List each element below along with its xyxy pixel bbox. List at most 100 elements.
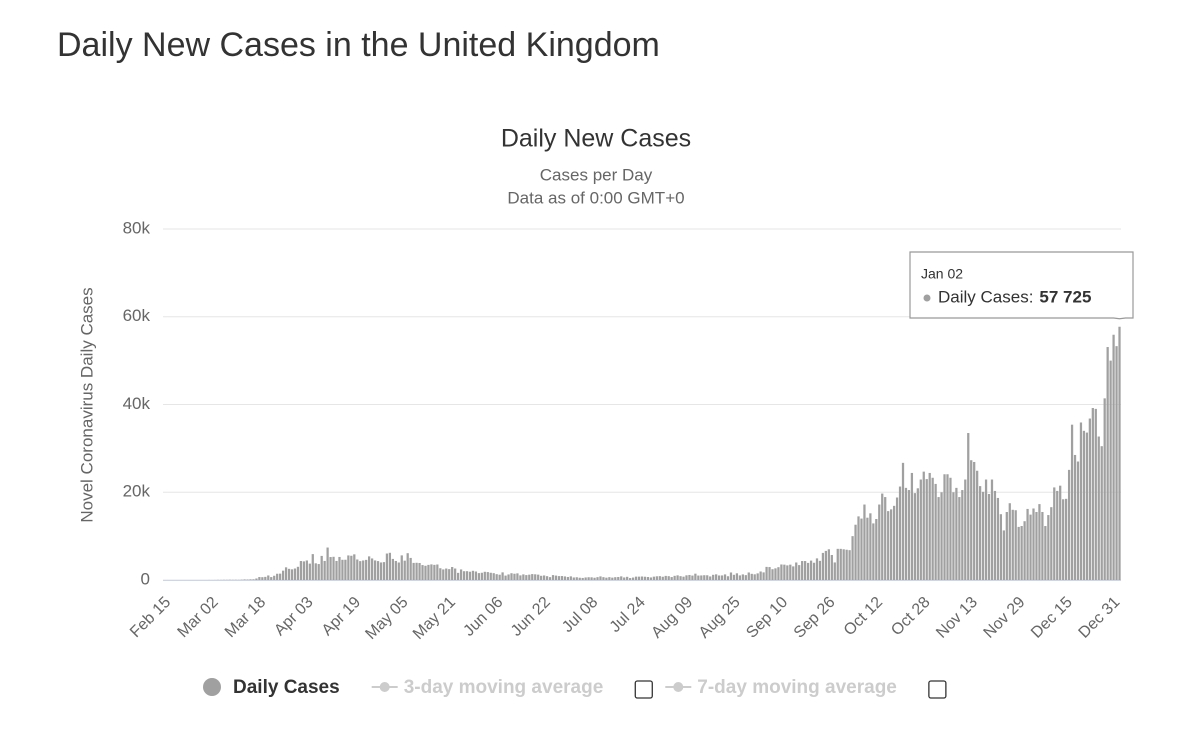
bar	[792, 566, 794, 580]
bar	[499, 575, 501, 580]
legend-item[interactable]: 3-day moving average	[372, 677, 604, 698]
bar	[386, 554, 388, 580]
bar	[1065, 499, 1067, 580]
bar	[614, 577, 616, 580]
y-axis-label: Novel Coronavirus Daily Cases	[77, 287, 96, 522]
bar	[715, 574, 717, 580]
bar	[1080, 422, 1082, 580]
chart-subtitle: Cases per Day	[540, 165, 653, 184]
bar	[324, 561, 326, 580]
x-tick-label: Jun 22	[508, 594, 554, 640]
bar	[816, 558, 818, 580]
bar	[673, 576, 675, 580]
legend-item[interactable]: Daily Cases	[203, 677, 340, 698]
bar	[564, 576, 566, 580]
y-tick-label: 80k	[123, 218, 151, 237]
bar	[691, 576, 693, 580]
bar	[487, 572, 489, 580]
bar	[267, 575, 269, 580]
bar	[961, 490, 963, 580]
x-tick-label: Apr 19	[319, 594, 364, 639]
bar	[851, 536, 853, 580]
bar	[475, 572, 477, 580]
bar	[635, 577, 637, 580]
bar	[668, 576, 670, 580]
bar	[611, 578, 613, 580]
x-tick-label: Jul 24	[607, 594, 649, 636]
legend-item[interactable]: 7-day moving average	[665, 677, 897, 698]
bar	[946, 474, 948, 580]
chart-subtitle: Data as of 0:00 GMT+0	[507, 188, 684, 207]
bar	[549, 577, 551, 580]
bar	[662, 577, 664, 580]
bar	[1026, 509, 1028, 580]
bar	[940, 492, 942, 580]
bar	[436, 564, 438, 580]
bar	[528, 575, 530, 580]
bar	[881, 494, 883, 580]
bar	[374, 560, 376, 580]
x-tick-label: May 21	[410, 594, 459, 643]
bar	[620, 576, 622, 580]
bar	[1059, 486, 1061, 580]
x-tick-label: Aug 09	[648, 594, 696, 642]
bar	[1098, 437, 1100, 580]
bar	[804, 561, 806, 580]
bar	[401, 555, 403, 580]
bar	[285, 567, 287, 580]
bar	[412, 563, 414, 580]
bar	[338, 557, 340, 580]
bar	[810, 561, 812, 580]
bar	[937, 497, 939, 580]
tooltip-box	[910, 252, 1133, 319]
bar	[736, 573, 738, 580]
bar	[1109, 361, 1111, 580]
bar	[632, 578, 634, 580]
bar	[1050, 507, 1052, 580]
bar	[964, 480, 966, 580]
bar	[846, 550, 848, 580]
x-tick-label: Oct 28	[888, 594, 933, 639]
bar	[389, 553, 391, 580]
bar	[407, 553, 409, 580]
bar	[908, 490, 910, 580]
checkbox[interactable]	[635, 681, 652, 698]
bar	[1003, 530, 1005, 580]
bar	[905, 488, 907, 580]
bar	[985, 480, 987, 580]
bar	[590, 577, 592, 580]
bar	[860, 519, 862, 580]
bar	[656, 576, 658, 580]
bar	[813, 563, 815, 580]
bar	[887, 511, 889, 580]
bar	[991, 480, 993, 580]
bar	[872, 523, 874, 580]
bar	[312, 554, 314, 580]
bar	[783, 565, 785, 580]
bar	[555, 576, 557, 580]
checkbox[interactable]	[929, 681, 946, 698]
y-tick-label: 20k	[123, 482, 151, 501]
bar	[546, 576, 548, 580]
x-tick-label: Mar 18	[222, 594, 269, 641]
bar	[665, 576, 667, 580]
bar	[463, 571, 465, 580]
bar	[1115, 346, 1117, 580]
bar	[510, 573, 512, 580]
bar	[344, 560, 346, 580]
bar	[863, 505, 865, 580]
bar	[1077, 462, 1079, 580]
bar	[970, 460, 972, 580]
bar	[472, 571, 474, 580]
bar	[291, 569, 293, 580]
bar	[1089, 419, 1091, 580]
x-tick-label: Apr 03	[271, 594, 316, 639]
bar	[979, 486, 981, 580]
legend-icon	[673, 682, 683, 692]
bar	[579, 578, 581, 580]
bar	[1074, 455, 1076, 580]
bar	[641, 576, 643, 580]
bar	[923, 472, 925, 580]
